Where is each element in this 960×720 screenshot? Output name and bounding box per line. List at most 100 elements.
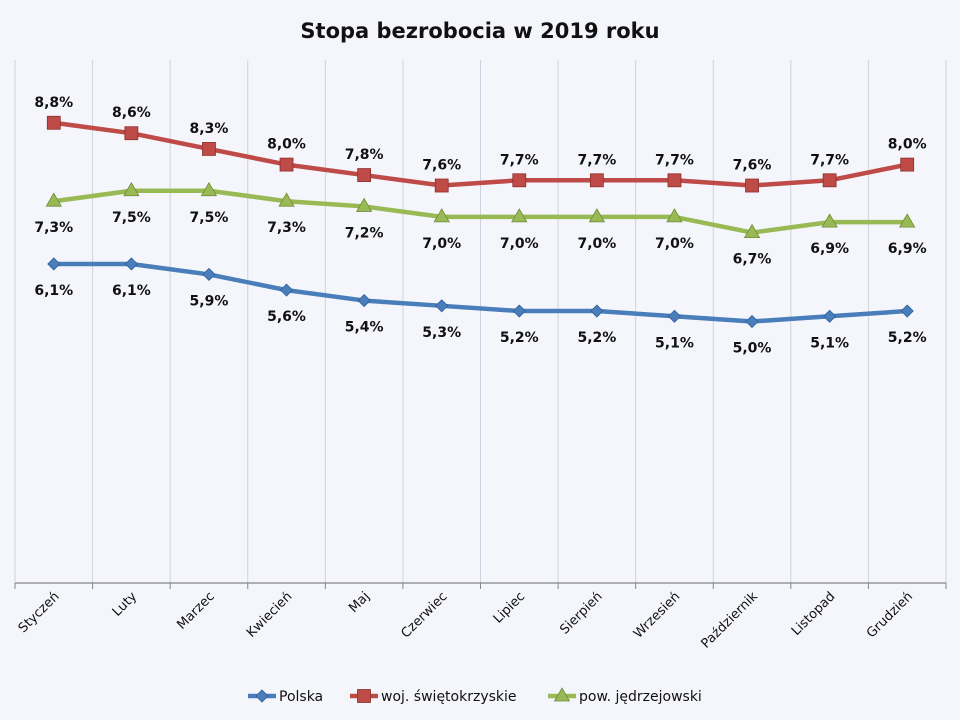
data-label: 7,7% <box>655 152 694 168</box>
marker-square <box>202 142 216 156</box>
marker-triangle <box>45 192 62 207</box>
series-line <box>53 188 908 235</box>
marker-square <box>512 173 527 188</box>
marker-diamond <box>667 309 682 323</box>
marker-diamond <box>357 294 371 308</box>
x-tick-label: Październik <box>698 589 761 652</box>
data-label: 8,6% <box>112 105 151 121</box>
marker-triangle <box>511 208 528 223</box>
marker-triangle <box>433 208 450 223</box>
data-label: 5,1% <box>810 335 849 351</box>
marker-triangle <box>743 223 761 238</box>
marker-square <box>279 157 294 172</box>
data-label: 6,9% <box>888 241 927 257</box>
marker-square <box>822 173 837 188</box>
series-lines <box>45 115 916 329</box>
marker-triangle <box>553 687 571 702</box>
marker-square <box>589 173 604 188</box>
x-tick-label: Listopad <box>789 589 839 639</box>
marker-triangle <box>666 208 683 223</box>
data-label: 7,0% <box>500 236 539 252</box>
marker-diamond <box>202 267 216 281</box>
legend-label: pow. jędrzejowski <box>579 689 702 705</box>
chart-title: Stopa bezrobocia w 2019 roku <box>300 19 659 43</box>
data-label: 5,3% <box>422 325 461 341</box>
marker-triangle <box>123 181 140 197</box>
data-label: 5,1% <box>655 335 694 351</box>
marker-diamond <box>47 257 61 271</box>
data-label: 5,2% <box>577 330 616 346</box>
x-tick-label: Maj <box>346 589 373 616</box>
data-label: 6,1% <box>34 283 73 299</box>
legend-label: woj. świętokrzyskie <box>381 689 517 705</box>
marker-square <box>124 126 139 141</box>
marker-triangle <box>899 213 916 228</box>
data-label: 5,2% <box>888 330 927 346</box>
data-label: 8,8% <box>34 95 73 111</box>
data-label: 6,7% <box>733 252 772 268</box>
x-tick-label: Styczeń <box>16 589 63 636</box>
data-label: 7,6% <box>733 158 772 174</box>
data-label: 7,2% <box>345 225 384 241</box>
marker-square <box>667 173 682 188</box>
data-label: 5,2% <box>500 330 539 346</box>
data-label: 5,4% <box>345 320 384 336</box>
marker-triangle <box>588 208 606 223</box>
data-label: 7,6% <box>422 158 461 174</box>
legend-item: Polska <box>248 689 323 705</box>
marker-triangle <box>278 192 295 207</box>
marker-square <box>900 157 915 172</box>
marker-square <box>46 115 61 130</box>
x-tick-label: Sierpień <box>557 589 605 637</box>
data-label: 6,9% <box>810 241 849 257</box>
x-tick-label: Luty <box>110 589 141 620</box>
marker-square <box>357 168 372 182</box>
data-label: 5,9% <box>190 293 229 309</box>
x-tick-label: Wrzesień <box>631 589 683 641</box>
marker-diamond <box>823 309 837 323</box>
x-tick-label: Grudzień <box>864 589 916 641</box>
data-label: 8,3% <box>190 121 229 137</box>
legend-item: woj. świętokrzyskie <box>350 689 517 705</box>
marker-triangle <box>821 213 838 228</box>
data-label: 8,0% <box>888 137 927 153</box>
data-label: 5,0% <box>733 341 772 357</box>
data-label: 7,7% <box>500 152 539 168</box>
marker-square <box>745 178 759 193</box>
x-tick-label: Kwiecień <box>244 589 295 640</box>
data-label: 7,0% <box>577 236 616 252</box>
data-labels: 6,1% 6,1% 5,9% 5,6% 5,4% 5,3% 5,2% 5,2% 5,1% 5,0%… <box>34 95 926 357</box>
marker-square <box>357 689 371 703</box>
data-label: 7,3% <box>34 220 73 236</box>
marker-diamond <box>255 689 269 703</box>
data-label: 7,7% <box>577 152 616 168</box>
marker-diamond <box>124 257 138 271</box>
marker-diamond <box>279 283 294 297</box>
data-label: 7,7% <box>810 152 849 168</box>
legend: Polska woj. świętokrzyskie pow. jędrzejows… <box>248 687 702 705</box>
gridlines <box>92 60 947 583</box>
data-label: 7,0% <box>655 236 694 252</box>
data-label: 7,5% <box>112 210 151 226</box>
data-label: 7,8% <box>345 147 384 163</box>
data-label: 7,5% <box>190 210 229 226</box>
data-label: 6,1% <box>112 283 151 299</box>
x-tick-label: Czerwiec <box>398 589 450 641</box>
marker-triangle <box>200 181 218 197</box>
data-label: 7,0% <box>422 236 461 252</box>
marker-triangle <box>355 197 373 212</box>
marker-square <box>434 178 449 193</box>
data-label: 8,0% <box>267 137 306 153</box>
x-tick-label: Lipiec <box>491 589 528 626</box>
marker-diamond <box>435 299 449 313</box>
x-tick-label: Marzec <box>174 589 217 632</box>
legend-item: pow. jędrzejowski <box>548 687 702 705</box>
series-line <box>53 261 908 324</box>
data-label: 5,6% <box>267 309 306 325</box>
marker-diamond <box>745 314 759 329</box>
legend-label: Polska <box>279 689 323 705</box>
marker-diamond <box>900 304 914 318</box>
marker-diamond <box>512 304 526 318</box>
marker-diamond <box>590 304 604 318</box>
